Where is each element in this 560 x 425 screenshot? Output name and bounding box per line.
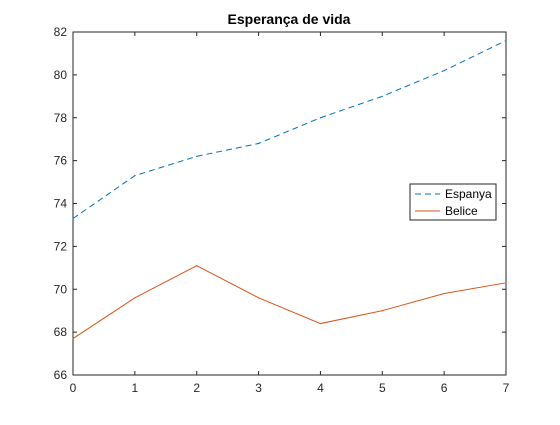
data-point-espanya	[72, 217, 74, 220]
x-tick-label: 5	[379, 381, 386, 395]
data-point-belice	[319, 322, 322, 325]
data-point-belice	[443, 292, 445, 295]
x-tick-label: 0	[70, 381, 77, 395]
y-tick-label: 78	[54, 111, 68, 125]
x-tick-label: 1	[132, 381, 139, 395]
series-lines	[72, 39, 507, 340]
legend-label-espanya: Espanya	[445, 187, 492, 201]
data-point-belice	[134, 297, 136, 299]
x-tick-label: 7	[503, 381, 510, 395]
data-point-espanya	[196, 155, 198, 157]
legend-box	[409, 183, 497, 221]
axis-ticks: 0 1 2 3 4 5 6 7 66 68 70 72 74 76 78 80 82	[54, 25, 510, 395]
y-tick-label: 76	[54, 154, 68, 168]
y-tick-label: 66	[54, 368, 68, 382]
data-point-espanya	[134, 175, 136, 177]
legend-label-belice: Belice	[445, 204, 478, 218]
data-point-espanya	[257, 142, 260, 145]
x-tick-label: 4	[317, 381, 324, 395]
data-point-belice	[505, 282, 507, 284]
y-tick-label: 74	[54, 197, 68, 211]
data-point-espanya	[505, 39, 507, 42]
y-tick-label: 80	[54, 68, 68, 82]
series-line-espanya	[72, 40, 507, 219]
y-tick-label: 70	[54, 282, 68, 296]
legend: Espanya Belice	[409, 183, 497, 221]
data-point-belice	[72, 337, 74, 340]
data-point-espanya	[443, 69, 445, 72]
data-point-belice	[257, 297, 260, 299]
y-tick-label: 68	[54, 325, 68, 339]
chart-title: Esperança de vida	[228, 11, 351, 27]
data-point-espanya	[381, 95, 383, 97]
series-line-belice	[72, 265, 507, 339]
data-point-belice	[196, 265, 198, 267]
data-point-belice	[381, 310, 383, 312]
x-tick-label: 2	[193, 381, 200, 395]
y-tick-label: 82	[54, 25, 68, 39]
x-tick-label: 3	[255, 381, 262, 395]
data-point-espanya	[319, 117, 322, 119]
y-tick-label: 72	[54, 239, 68, 253]
x-tick-label: 6	[441, 381, 448, 395]
